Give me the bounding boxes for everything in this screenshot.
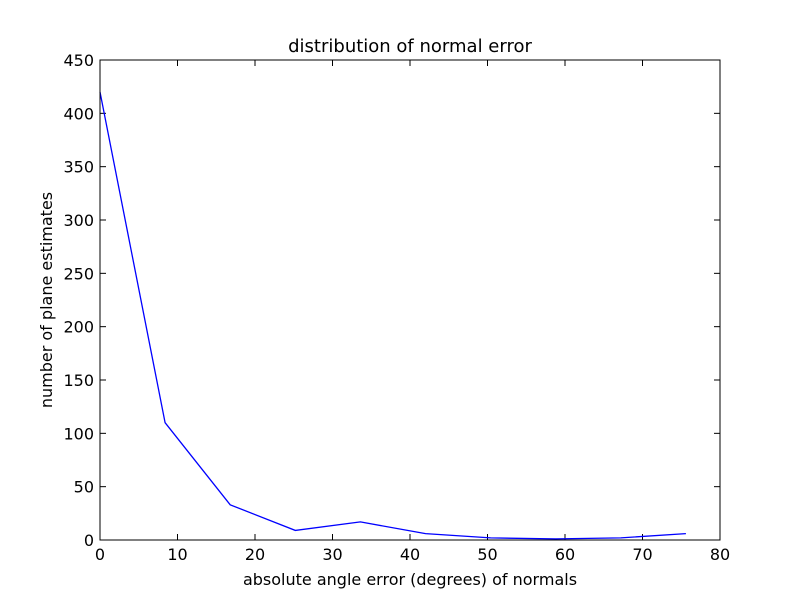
y-tick-label: 50 bbox=[74, 478, 94, 497]
y-tick-label: 150 bbox=[63, 371, 94, 390]
y-axis-ticks: 0 50 100 150 200 250 300 350 400 450 bbox=[63, 51, 720, 550]
y-tick-label: 450 bbox=[63, 51, 94, 70]
x-tick-label: 50 bbox=[477, 545, 497, 564]
x-tick-label: 30 bbox=[322, 545, 342, 564]
x-tick-label: 10 bbox=[167, 545, 187, 564]
y-tick-label: 0 bbox=[84, 531, 94, 550]
y-tick-label: 250 bbox=[63, 264, 94, 283]
series-line bbox=[99, 91, 686, 540]
x-tick-label: 40 bbox=[400, 545, 420, 564]
x-tick-label: 0 bbox=[95, 545, 105, 564]
y-tick-label: 200 bbox=[63, 318, 94, 337]
y-tick-label: 350 bbox=[63, 158, 94, 177]
y-tick-label: 100 bbox=[63, 424, 94, 443]
chart-title: distribution of normal error bbox=[288, 36, 532, 57]
x-tick-label: 20 bbox=[245, 545, 265, 564]
x-tick-label: 60 bbox=[555, 545, 575, 564]
series-layer bbox=[99, 91, 686, 540]
y-tick-label: 400 bbox=[63, 104, 94, 123]
y-axis-label: number of plane estimates bbox=[37, 192, 56, 408]
x-tick-label: 70 bbox=[632, 545, 652, 564]
x-axis-ticks: 0 10 20 30 40 50 60 70 80 bbox=[95, 60, 730, 564]
y-tick-label: 300 bbox=[63, 211, 94, 230]
x-tick-label: 80 bbox=[710, 545, 730, 564]
plot-area-frame bbox=[99, 59, 721, 541]
x-axis-label: absolute angle error (degrees) of normal… bbox=[243, 570, 577, 589]
